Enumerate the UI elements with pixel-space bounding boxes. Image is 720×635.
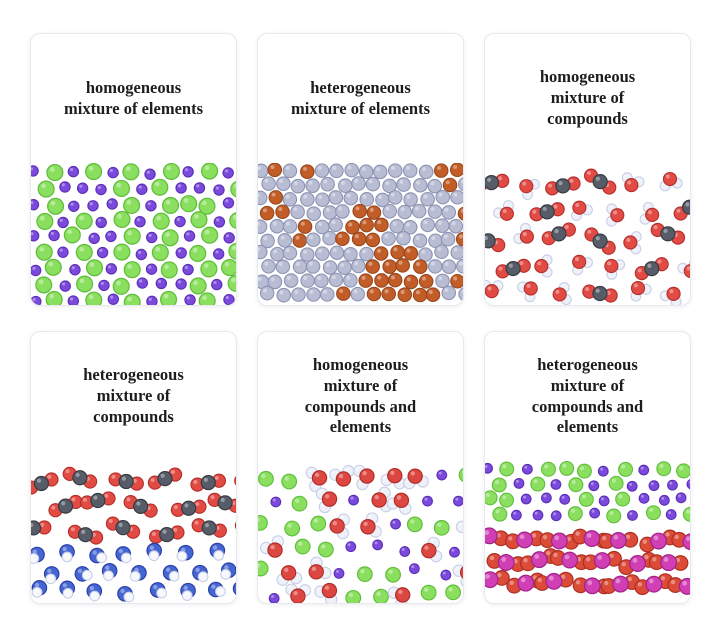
- card-title: homogeneous mixture of compounds: [539, 67, 636, 128]
- card-title: homogeneous mixture of elements: [64, 77, 203, 118]
- card-homogeneous-mixture-of-compounds: homogeneous mixture of compounds: [484, 33, 691, 306]
- card-title: heterogeneous mixture of elements: [291, 77, 430, 118]
- card-homogeneous-mixture-of-elements: homogeneous mixture of elements: [30, 33, 237, 306]
- particle-diagram: [31, 466, 236, 603]
- card-title: heterogeneous mixture of compounds: [83, 365, 184, 426]
- particle-diagram: [485, 461, 690, 596]
- card-title: homogeneous mixture of compounds and elemen…: [304, 354, 417, 437]
- particle-diagram: [258, 464, 463, 603]
- card-heterogeneous-mixture-of-compounds: heterogeneous mixture of compounds: [30, 331, 237, 604]
- particle-diagram: [258, 163, 463, 303]
- card-homogeneous-mixture-of-compounds-and-elements: homogeneous mixture of compounds and elemen…: [257, 331, 464, 604]
- particle-diagram: [485, 168, 690, 305]
- card-title: heterogeneous mixture of compounds and elem…: [531, 354, 644, 437]
- card-heterogeneous-mixture-of-compounds-and-elements: heterogeneous mixture of compounds and elem…: [484, 331, 691, 604]
- card-heterogeneous-mixture-of-elements: heterogeneous mixture of elements: [257, 33, 464, 306]
- mixture-cards-grid: homogeneous mixture of elements heterogen…: [30, 33, 691, 604]
- particle-diagram: [31, 163, 236, 305]
